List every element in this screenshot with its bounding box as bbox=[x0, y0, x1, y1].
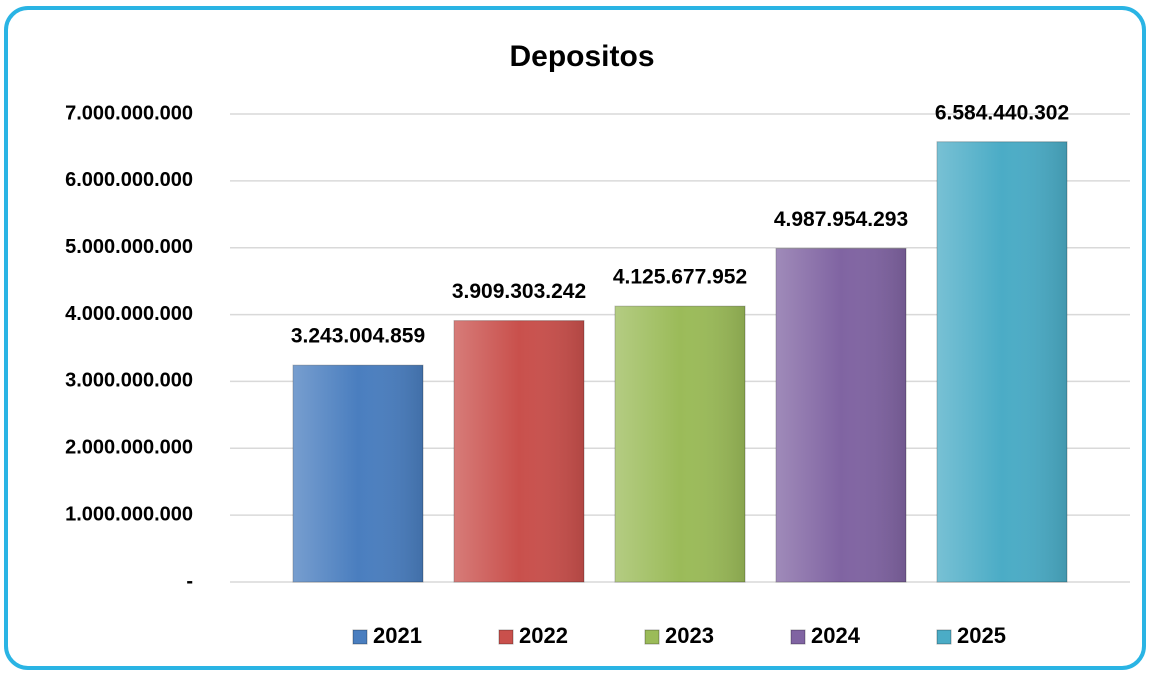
data-label: 4.125.677.952 bbox=[613, 266, 747, 289]
legend-swatch bbox=[644, 629, 660, 645]
chart-title: Depositos bbox=[509, 40, 654, 73]
bar-shine bbox=[776, 248, 906, 582]
legend-swatch bbox=[790, 629, 806, 645]
bar-shine bbox=[293, 365, 423, 582]
legend-swatch bbox=[498, 629, 514, 645]
y-tick-label: 5.000.000.000 bbox=[65, 236, 193, 258]
data-label: 4.987.954.293 bbox=[774, 208, 908, 231]
y-tick-label: 3.000.000.000 bbox=[65, 370, 193, 392]
legend-label: 2025 bbox=[957, 623, 1006, 648]
y-tick-label: 6.000.000.000 bbox=[65, 169, 193, 191]
legend-label: 2021 bbox=[373, 623, 422, 648]
legend-swatch bbox=[352, 629, 368, 645]
legend-label: 2023 bbox=[665, 623, 714, 648]
data-label: 3.909.303.242 bbox=[452, 280, 586, 303]
data-label: 3.243.004.859 bbox=[291, 325, 425, 348]
data-label: 6.584.440.302 bbox=[935, 101, 1069, 124]
legend-label: 2024 bbox=[811, 623, 861, 648]
legend-label: 2022 bbox=[519, 623, 568, 648]
y-tick-label: 2.000.000.000 bbox=[65, 437, 193, 459]
legend-swatch bbox=[936, 629, 952, 645]
y-tick-label: - bbox=[186, 570, 193, 592]
bar-shine bbox=[615, 306, 745, 582]
bar-shine bbox=[937, 141, 1067, 582]
y-tick-label: 4.000.000.000 bbox=[65, 303, 193, 325]
y-tick-label: 1.000.000.000 bbox=[65, 503, 193, 525]
bar-shine bbox=[454, 320, 584, 582]
y-tick-label: 7.000.000.000 bbox=[65, 102, 193, 124]
